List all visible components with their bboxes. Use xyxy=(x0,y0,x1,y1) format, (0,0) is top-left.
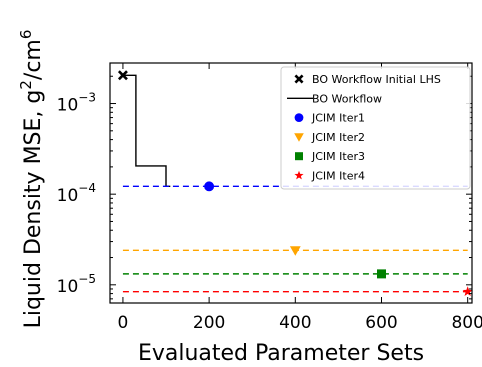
series-5-marker xyxy=(377,269,386,279)
y-axis-label-mid: /cm xyxy=(21,39,46,80)
y-tick-label-base-0: 10 xyxy=(57,277,79,297)
legend-entry-2: BO Workflow xyxy=(287,92,382,105)
y-tick-label-0: 10−5 xyxy=(57,272,96,297)
legend-entry-4: JCIM Iter2 xyxy=(294,131,365,144)
legend-handle-4 xyxy=(294,133,304,142)
legend-entry-6: JCIM Iter4 xyxy=(294,170,365,183)
x-tick-label-400: 400 xyxy=(279,313,311,333)
y-tick-label-exp-1: −4 xyxy=(78,181,96,195)
y-tick-label-1: 10−4 xyxy=(57,181,96,206)
x-tick-label-200: 200 xyxy=(193,313,225,333)
legend-handle-1 xyxy=(294,74,304,84)
legend: BO Workflow Initial LHS BO Workflow JCIM I… xyxy=(280,66,471,190)
legend-handle-6 xyxy=(294,170,304,180)
legend-entry-1: BO Workflow Initial LHS xyxy=(294,73,441,86)
series-6-marker xyxy=(462,286,473,297)
y-tick-label-exp-0: −5 xyxy=(78,272,96,286)
legend-label-2: BO Workflow xyxy=(312,92,382,105)
x-axis: 0 200 400 600 800 xyxy=(118,63,482,333)
series-4-marker xyxy=(289,246,301,256)
legend-entry-5: JCIM Iter3 xyxy=(295,150,365,163)
y-tick-label-base-2: 10 xyxy=(57,96,79,116)
plot-frame xyxy=(109,62,473,304)
y-axis-label-sup1: 2 xyxy=(17,80,35,90)
legend-handle-5 xyxy=(295,152,303,161)
series-3-marker xyxy=(204,181,215,192)
legend-label-1: BO Workflow Initial LHS xyxy=(312,73,441,86)
y-tick-label-2: 10−3 xyxy=(57,91,96,116)
legend-label-6: JCIM Iter4 xyxy=(311,170,365,183)
x-tick-label-0: 0 xyxy=(118,313,129,333)
series-2-line xyxy=(122,74,171,188)
y-axis-label-base: Liquid Density MSE, g xyxy=(21,90,46,329)
legend-box xyxy=(280,66,471,190)
x-axis-label: Evaluated Parameter Sets xyxy=(138,341,424,366)
series-6 xyxy=(122,286,473,297)
y-tick-label-exp-2: −3 xyxy=(78,91,96,105)
legend-label-4: JCIM Iter2 xyxy=(311,131,365,144)
series-4 xyxy=(122,246,468,256)
y-axis-label-sup2: 6 xyxy=(17,30,35,40)
legend-entry-3: JCIM Iter1 xyxy=(294,112,365,125)
legend-label-3: JCIM Iter1 xyxy=(311,112,365,125)
legend-handle-3 xyxy=(294,113,304,122)
y-axis: 10−510−410−3 xyxy=(57,75,472,300)
y-tick-label-base-1: 10 xyxy=(57,186,79,206)
series-5 xyxy=(122,269,468,279)
x-tick-label-800: 800 xyxy=(451,313,482,333)
x-tick-label-600: 600 xyxy=(365,313,397,333)
series-2 xyxy=(122,74,171,188)
legend-label-5: JCIM Iter3 xyxy=(311,150,365,163)
legend-handle-1-stroke-b xyxy=(294,74,304,84)
y-axis-label: Liquid Density MSE, g2/cm6 xyxy=(17,30,46,329)
